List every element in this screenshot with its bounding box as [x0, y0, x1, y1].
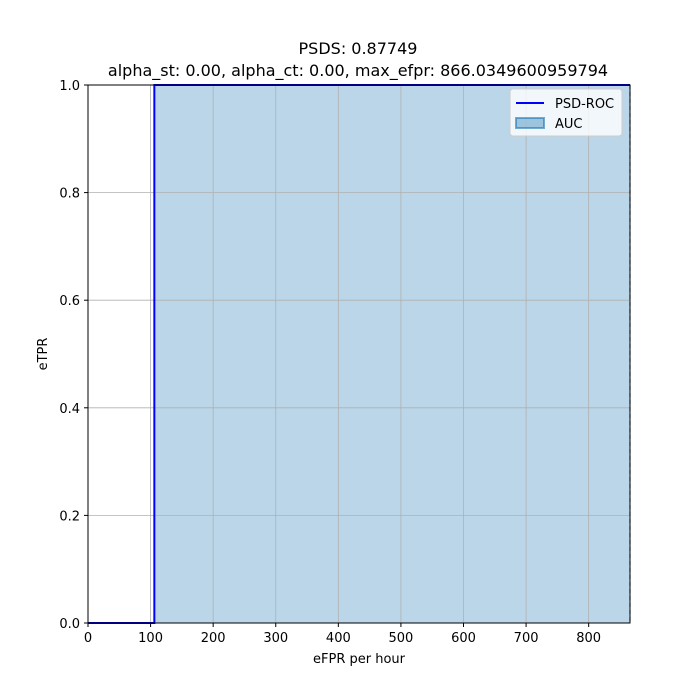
axes-frame	[87, 84, 631, 624]
legend-frame	[509, 88, 623, 137]
x-tick-label: 700	[514, 631, 539, 646]
y-tick-label: 0.6	[59, 294, 80, 309]
x-tick-label: 200	[201, 631, 226, 646]
x-tick-label: 0	[84, 631, 92, 646]
chart-title: PSDS: 0.87749	[299, 39, 418, 58]
legend: PSD-ROC AUC	[509, 88, 623, 137]
auc-area	[153, 84, 631, 624]
x-tick-label: 500	[389, 631, 414, 646]
x-tick-label: 300	[263, 631, 288, 646]
y-tick-label: 0.0	[59, 617, 80, 632]
y-tick-label: 0.2	[59, 509, 80, 524]
y-tick-label: 1.0	[59, 79, 80, 94]
x-tick-label: 400	[326, 631, 351, 646]
x-tick-label: 800	[576, 631, 601, 646]
x-tick-label: 100	[138, 631, 163, 646]
y-axis-label: eTPR	[36, 338, 51, 371]
y-tick-label: 0.4	[59, 402, 80, 417]
x-axis-label: eFPR per hour	[313, 652, 406, 667]
x-tick-label: 600	[451, 631, 476, 646]
plot-area: 0 100 200 300 400 500 600 700 800 0.0 0.2 0.4 0.6 0.8…	[59, 79, 631, 646]
y-tick-label: 0.8	[59, 187, 80, 202]
legend-psd-roc-label: PSD-ROC	[555, 97, 614, 112]
chart-subtitle: alpha_st: 0.00, alpha_ct: 0.00, max_efpr…	[108, 61, 608, 81]
legend-auc-label: AUC	[555, 117, 583, 132]
legend-auc-swatch	[515, 117, 545, 129]
